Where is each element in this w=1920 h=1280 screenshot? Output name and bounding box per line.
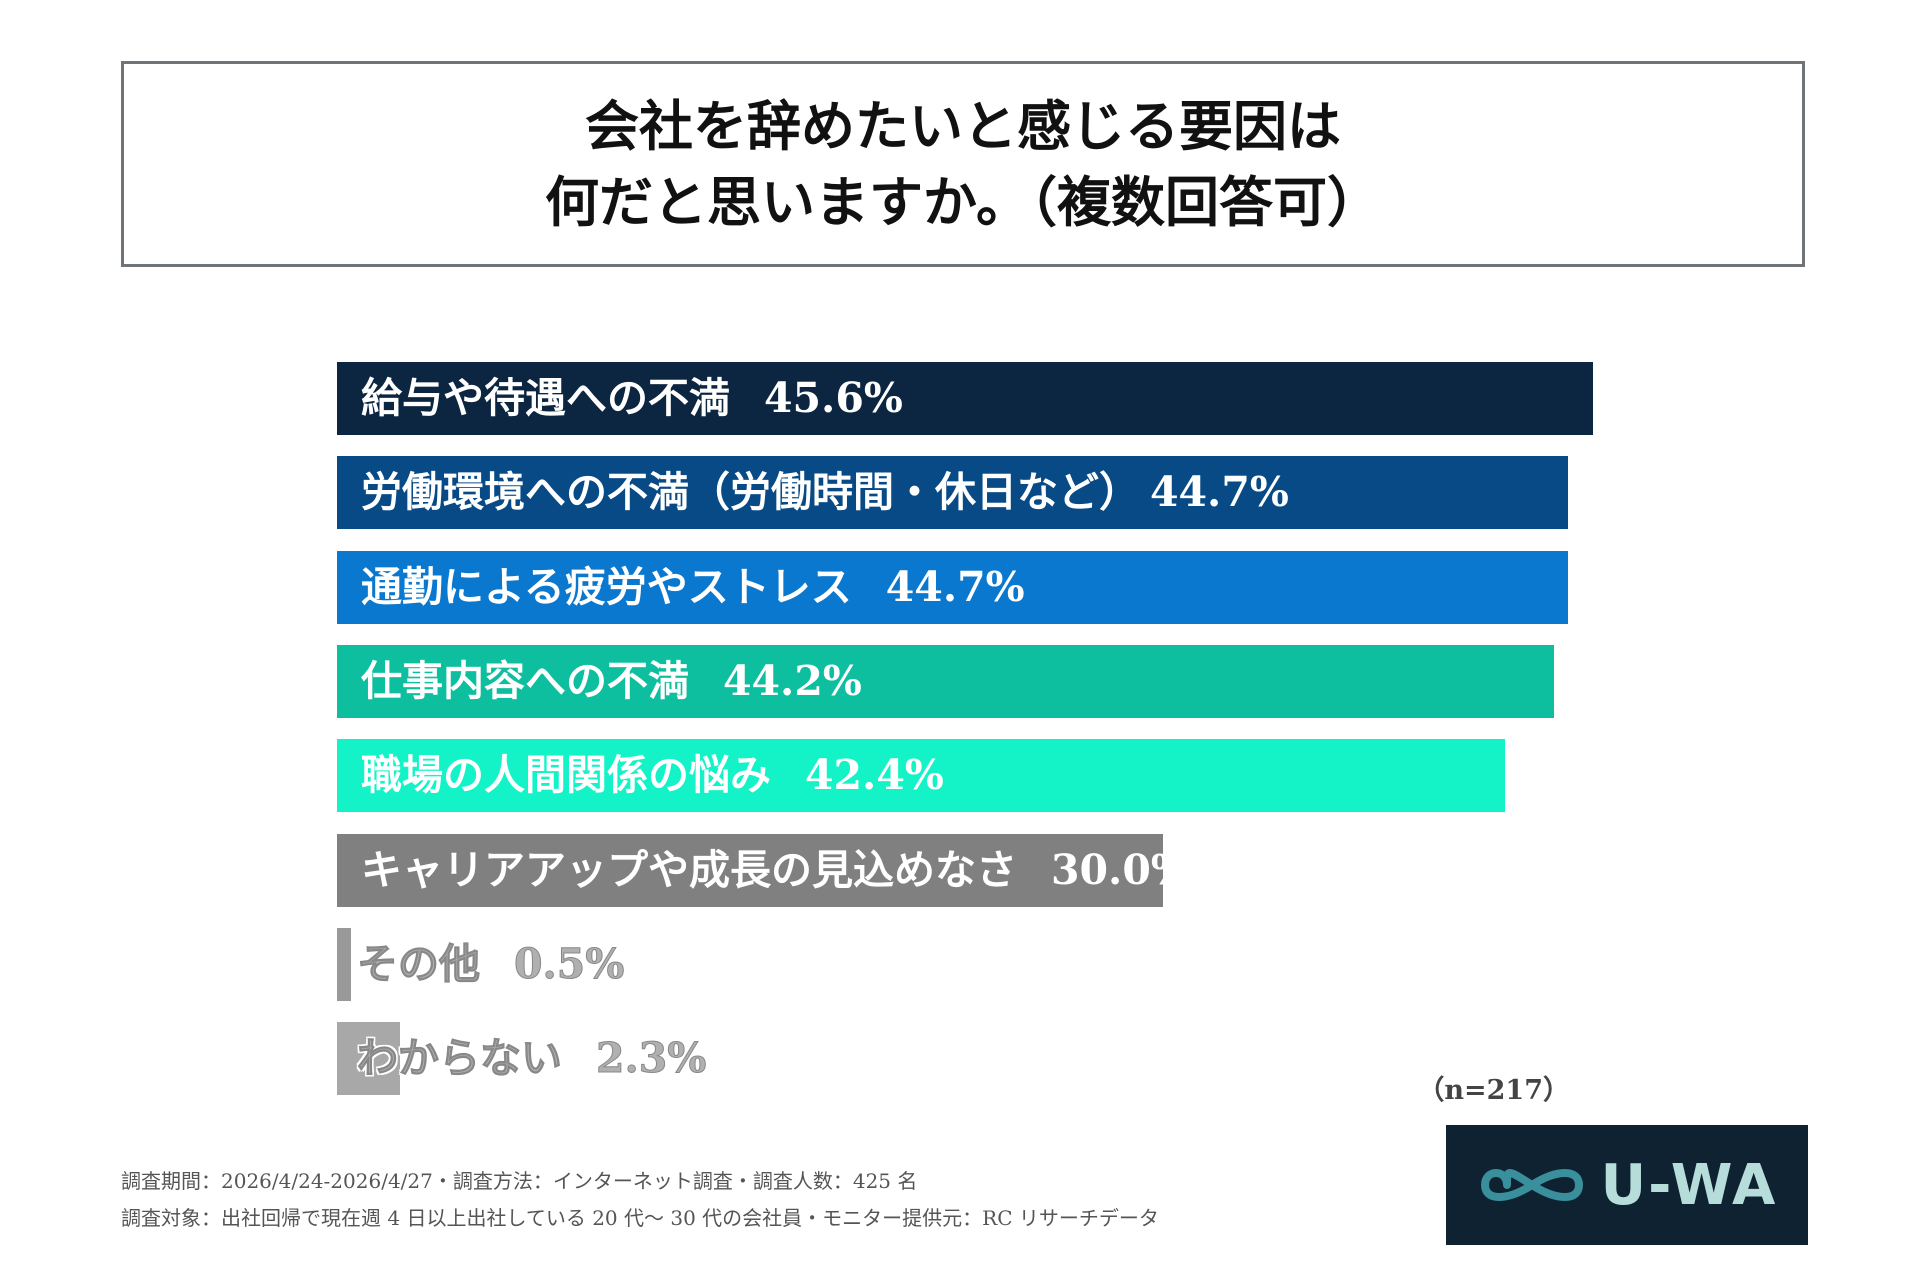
footnote-survey-period: 調査期間：2026/4/24-2026/4/27・調査方法：インターネット調査・… [121, 1169, 918, 1193]
chart-title-line-1: 会社を辞めたいと感じる要因は [585, 94, 1341, 158]
chart-title-box: 会社を辞めたいと感じる要因は 何だと思いますか。（複数回答可） [121, 61, 1805, 267]
bar-label-3: 通勤による疲労やストレス 44.7% [361, 564, 1025, 610]
category-label: 仕事内容への不満 [361, 657, 689, 705]
bar-2 [337, 456, 1568, 529]
bar-5 [337, 739, 1505, 812]
value-label: 42.4% [805, 751, 944, 799]
bar-label-8: わからない 2.3% [357, 1034, 707, 1082]
value-label: 0.5% [513, 940, 625, 988]
value-label: 30.0% [1051, 846, 1190, 894]
bar-label-6: キャリアアップや成長の見込めなさ 30.0% [361, 847, 1190, 893]
bar-3 [337, 551, 1568, 624]
category-label: 労働環境への不満（労働時間・休日など） [361, 468, 1140, 516]
bar-4 [337, 645, 1554, 718]
brand-logo: U-WA [1446, 1125, 1808, 1245]
category-label: わからない [357, 1034, 563, 1082]
category-label: その他 [357, 940, 481, 988]
value-label: 44.7% [1150, 468, 1289, 516]
bar-label-2: 労働環境への不満（労働時間・休日など） 44.7% [361, 469, 1289, 515]
category-label: キャリアアップや成長の見込めなさ [361, 846, 1017, 894]
bar-label-5: 職場の人間関係の悩み 42.4% [361, 752, 944, 798]
infinity-icon [1480, 1169, 1583, 1201]
chart-title-line-2: 何だと思いますか。（複数回答可） [545, 170, 1381, 234]
category-label: 給与や待遇への不満 [361, 374, 730, 422]
bar-label-4: 仕事内容への不満 44.2% [361, 658, 862, 704]
bar-7 [337, 928, 351, 1001]
value-label: 45.6% [764, 374, 903, 422]
logo-text: U-WA [1600, 1152, 1778, 1218]
bar-1 [337, 362, 1593, 435]
bar-8 [337, 1022, 400, 1095]
value-label: 44.7% [885, 563, 1025, 611]
footnote-survey-target: 調査対象：出社回帰で現在週 4 日以上出社している 20 代〜 30 代の会社員… [121, 1206, 1159, 1230]
value-label: 44.2% [723, 657, 862, 705]
value-label: 2.3% [595, 1034, 707, 1082]
category-label: 職場の人間関係の悩み [361, 751, 771, 799]
bar-label-1: 給与や待遇への不満 45.6% [361, 375, 903, 421]
bar-label-7: その他 0.5% [357, 940, 625, 988]
sample-size: （n=217） [1417, 1075, 1570, 1106]
bar-6 [337, 834, 1163, 907]
category-label: 通勤による疲労やストレス [361, 563, 852, 611]
